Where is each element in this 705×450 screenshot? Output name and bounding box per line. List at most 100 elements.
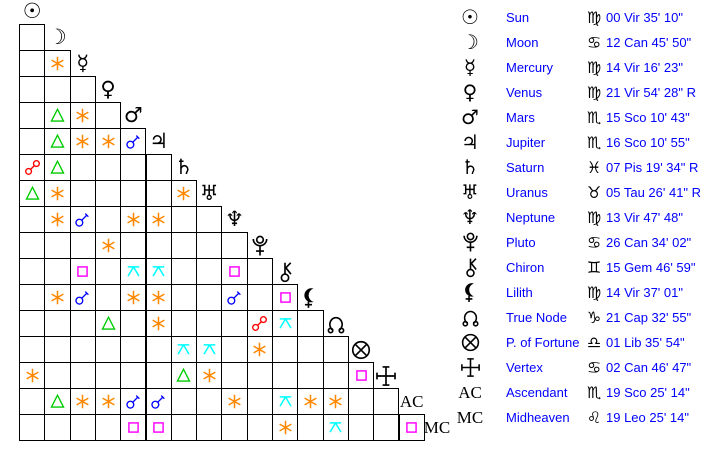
square-icon	[279, 292, 291, 303]
aspect-cell-ac-vertex	[373, 388, 400, 415]
scorpio-icon: ♏	[586, 132, 602, 152]
moon-icon: ☽	[48, 25, 67, 49]
opposition-icon	[24, 160, 40, 175]
point-name: P. of Fortune	[506, 334, 580, 350]
point-name: Sun	[506, 9, 530, 25]
aspect-cell-mars-moon	[44, 102, 71, 129]
legend-glyph-chiron	[455, 255, 485, 280]
legend-glyph-saturn: ♄	[455, 155, 485, 180]
lilith-icon	[464, 282, 474, 302]
grid-point-uranus: ♅	[196, 180, 222, 207]
legend-glyph-moon: ☽	[455, 30, 485, 55]
legend-glyph-lilith	[455, 280, 485, 305]
sextile-icon	[101, 394, 115, 409]
conjunction-icon	[126, 395, 140, 409]
point-name: True Node	[506, 309, 567, 325]
aspect-cell-mc-mars	[120, 414, 147, 441]
point-name: Saturn	[506, 159, 545, 175]
libra-icon: ♎	[586, 332, 602, 352]
point-position: 01 Lib 35' 54"	[606, 334, 685, 350]
legend-row-chiron: Chiron ♊ 15 Gem 46' 59"	[0, 255, 705, 280]
legend-row-moon: ☽ Moon ♋ 12 Can 45' 50"	[0, 30, 705, 55]
aspect-cell-p-of-fortune-venus	[94, 336, 122, 363]
cancer-icon: ♋	[586, 357, 602, 377]
sextile-icon	[228, 394, 241, 409]
legend-row-jupiter: ♃ Jupiter ♏ 16 Sco 10' 55"	[0, 130, 705, 155]
legend-row-sun: ☉ Sun ♍ 00 Vir 35' 10"	[0, 5, 705, 30]
trine-icon	[24, 185, 40, 200]
virgo-icon: ♍	[586, 82, 602, 102]
chiron-icon	[280, 261, 292, 282]
sextile-icon	[76, 134, 89, 149]
aspect-cell-true-node-moon	[44, 310, 71, 337]
aspect-cell-ac-moon	[44, 388, 71, 415]
sextile-icon	[278, 420, 292, 435]
aspect-cell-neptune-mercury	[69, 206, 96, 233]
aspect-cell-pluto-mars	[120, 232, 147, 259]
saturn-icon: ♄	[461, 155, 479, 179]
legend-glyph-neptune: ♆	[455, 205, 485, 230]
point-name: Mars	[506, 109, 535, 125]
chiron-icon	[465, 257, 477, 277]
sextile-icon	[152, 316, 165, 331]
legend-glyph-mc: MC	[455, 405, 485, 430]
grid-point-fortune	[348, 336, 374, 363]
mercury-icon: ☿	[76, 51, 90, 75]
sextile-icon	[127, 212, 140, 227]
aspect-cell-ac-venus	[94, 388, 122, 415]
jupiter-icon: ♃	[461, 130, 479, 154]
mercury-icon: ☿	[463, 55, 477, 79]
venus-icon: ♀	[462, 80, 478, 104]
legend-row-saturn: ♄ Saturn ♓ 07 Pis 19' 34" R	[0, 155, 705, 180]
legend-glyph-mars: ♂	[455, 105, 485, 130]
leo-icon: ♌	[586, 407, 602, 427]
legend-glyph-mercury: ☿	[455, 55, 485, 80]
aspect-cell-true-node-neptune	[221, 310, 248, 337]
legend-row-mercury: ☿ Mercury ♍ 14 Vir 16' 23"	[0, 55, 705, 80]
saturn-icon: ♄	[174, 155, 194, 179]
point-name: Vertex	[506, 359, 543, 375]
quincunx-icon	[279, 396, 292, 407]
legend-row-pluto: Pluto ♋ 26 Can 34' 02"	[0, 230, 705, 255]
sextile-icon	[51, 212, 64, 227]
legend-row-uranus: ♅ Uranus ♉ 05 Tau 26' 41" R	[0, 180, 705, 205]
uranus-icon: ♅	[461, 180, 479, 204]
aspect-cell-p-of-fortune-moon	[44, 336, 71, 363]
aspect-cell-chiron-sun	[19, 258, 46, 285]
mars-icon: ♂	[123, 103, 143, 127]
point-position: 19 Sco 25' 14"	[606, 384, 690, 400]
quincunx-icon	[177, 344, 191, 355]
point-name: Venus	[506, 84, 543, 100]
fortune-icon	[351, 340, 371, 359]
aspect-cell-ac-lilith	[297, 388, 324, 415]
point-position: 26 Can 34' 02"	[606, 234, 692, 250]
quincunx-icon	[279, 318, 292, 329]
grid-point-vertex	[373, 362, 399, 389]
aspect-cell-mc-pluto	[246, 414, 273, 441]
neptune-icon: ♆	[461, 205, 479, 229]
aspect-cell-mc-node	[322, 414, 349, 441]
grid-point-chiron	[272, 258, 298, 285]
gemini-icon: ♊	[586, 257, 602, 277]
aspect-cell-jupiter-moon	[44, 128, 71, 155]
sextile-icon	[51, 186, 64, 201]
aspect-cell-vertex-fortune	[347, 362, 375, 389]
legend-row-ac: AC Ascendant ♏ 19 Sco 25' 14"	[0, 380, 705, 405]
quincunx-icon	[152, 266, 165, 277]
aspect-cell-mercury-moon	[44, 50, 71, 77]
grid-point-ac: AC	[399, 388, 425, 415]
grid-point-lilith	[297, 284, 323, 311]
point-position: 19 Leo 25' 14"	[606, 409, 690, 425]
aspect-cell-vertex-neptune	[221, 362, 248, 389]
point-position: 07 Pis 19' 34" R	[606, 159, 699, 175]
pisces-icon: ♓	[586, 157, 602, 177]
aspect-cell-chiron-pluto	[246, 258, 273, 285]
sextile-icon	[51, 290, 64, 305]
legend-row-venus: ♀ Venus ♍ 21 Vir 54' 28" R	[0, 80, 705, 105]
aspect-cell-mc-ac	[398, 414, 425, 441]
aspect-cell-chiron-uranus	[196, 258, 223, 285]
grid-point-moon: ☽	[44, 24, 70, 51]
taurus-icon: ♉	[586, 182, 602, 202]
point-position: 05 Tau 26' 41" R	[606, 184, 702, 200]
uranus-icon: ♅	[199, 181, 219, 205]
